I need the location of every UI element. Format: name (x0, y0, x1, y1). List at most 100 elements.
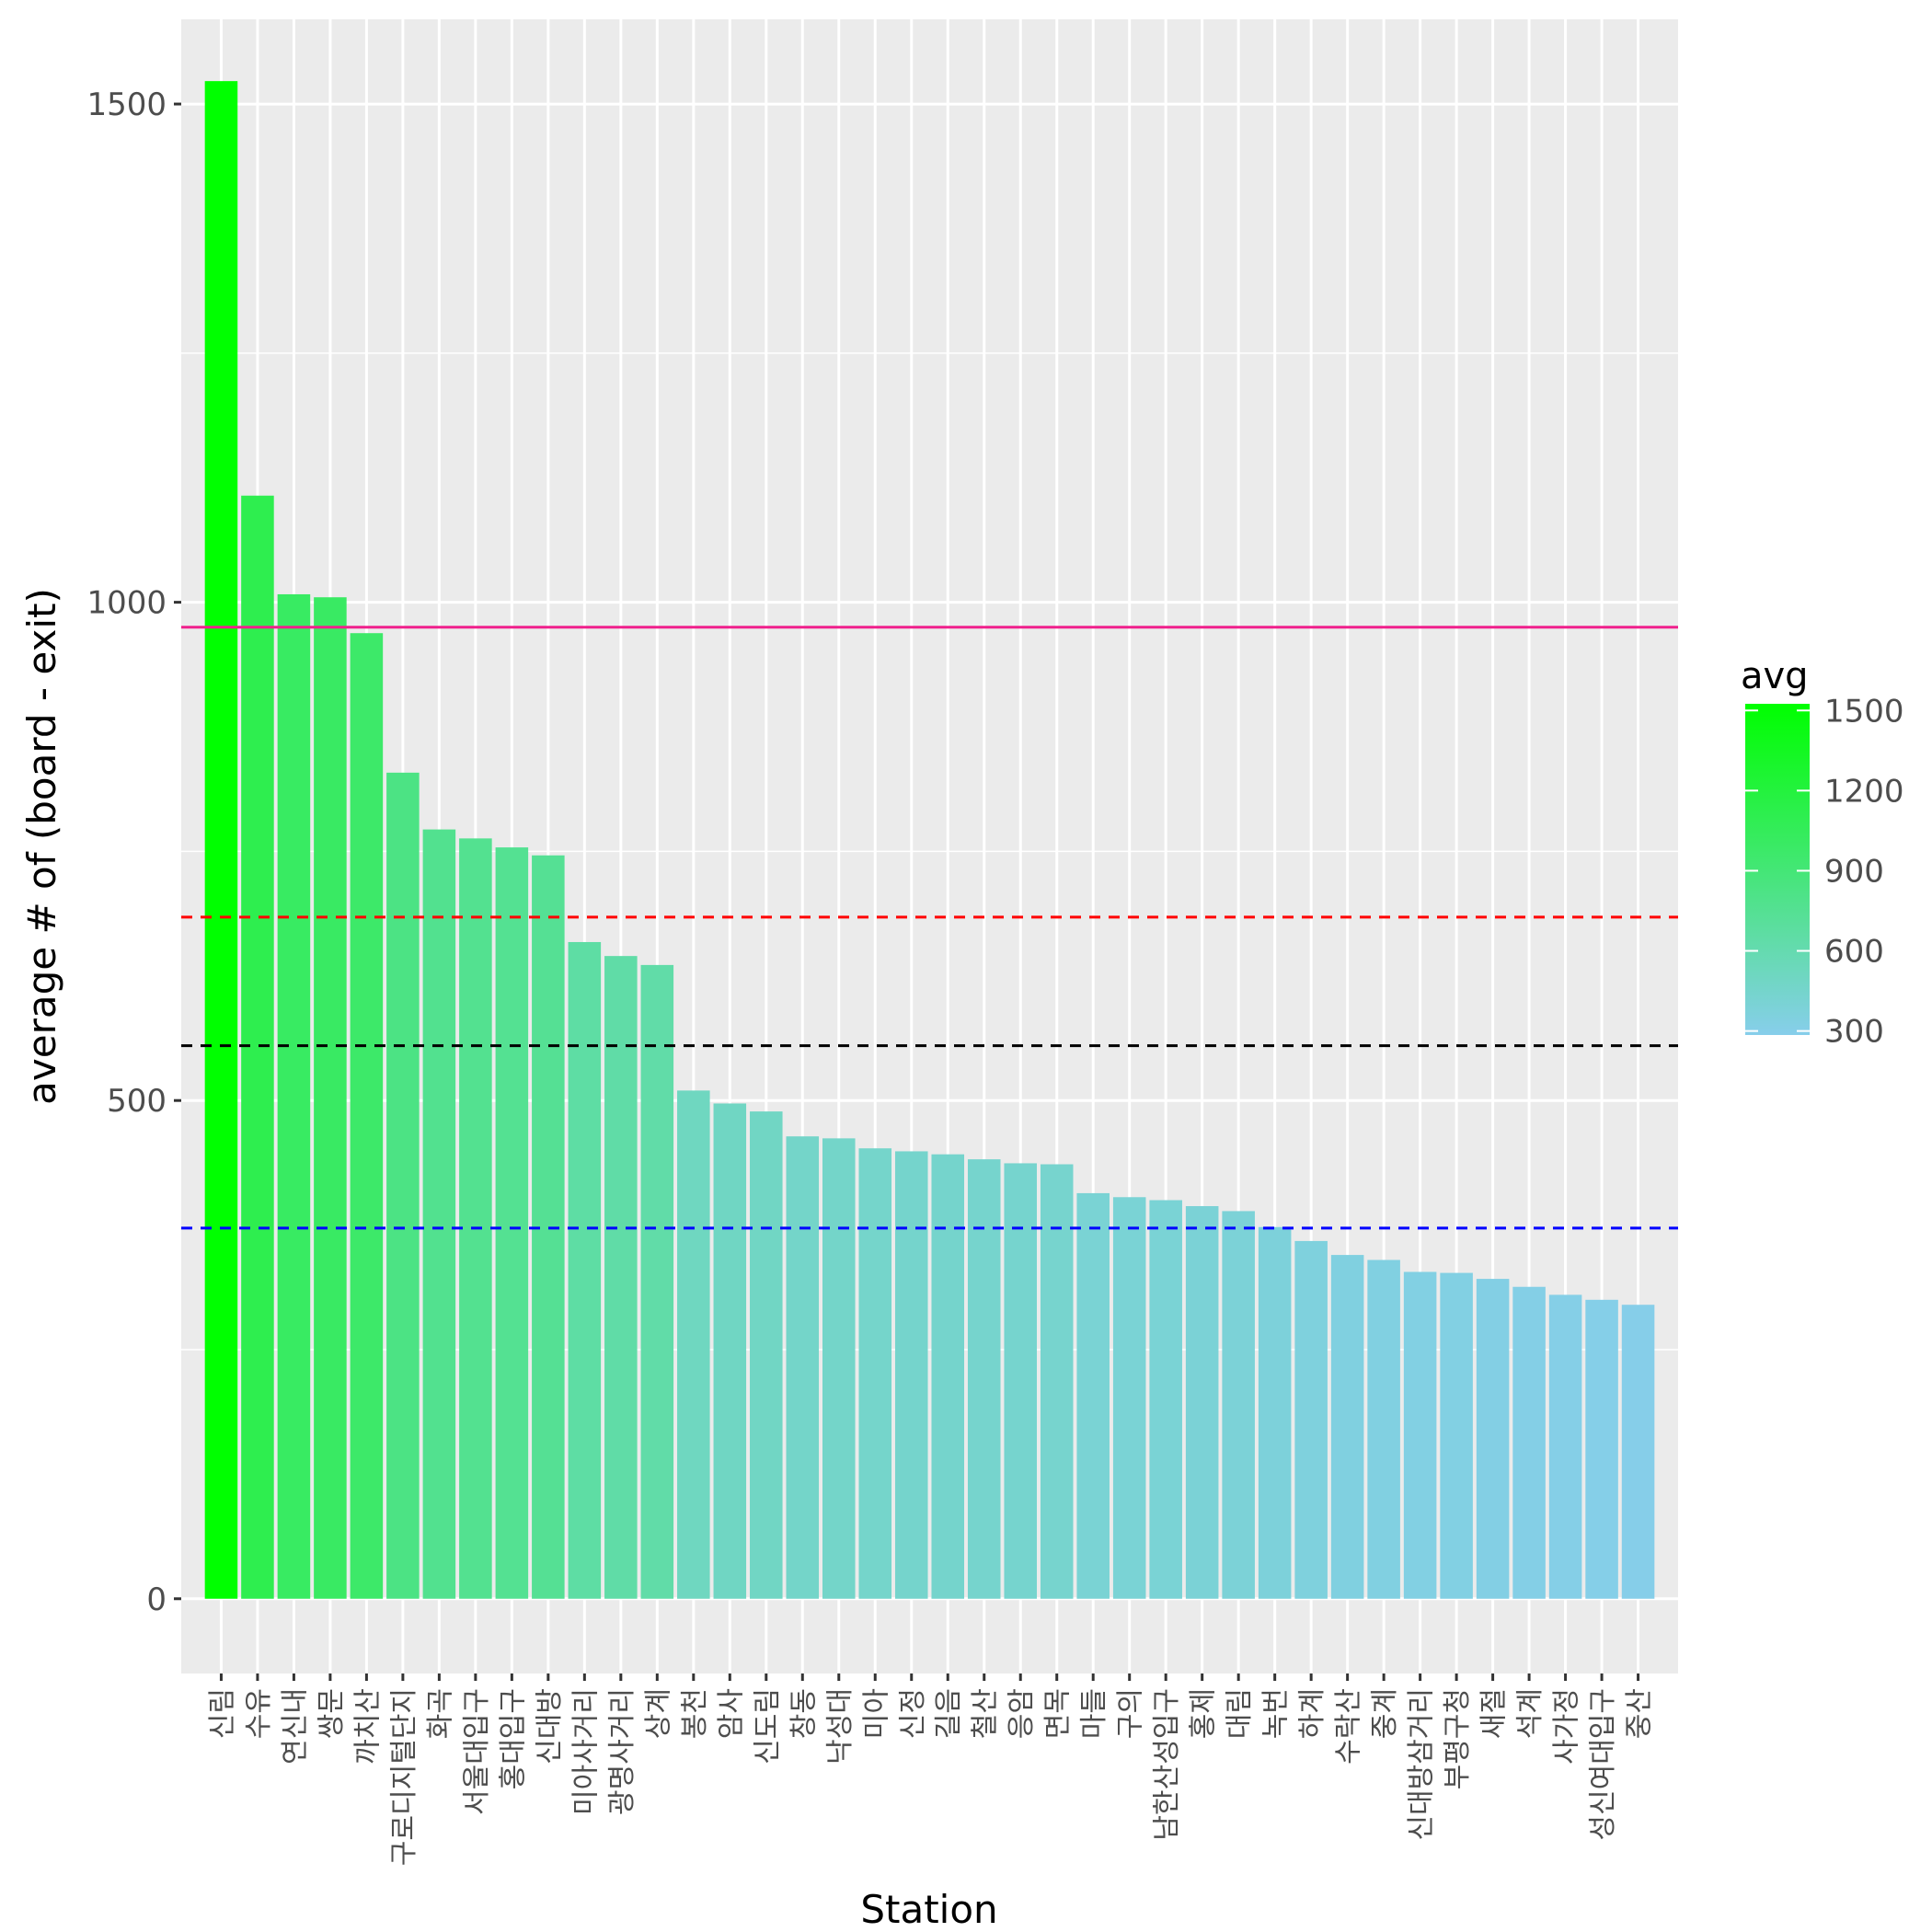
bar (1548, 1294, 1582, 1599)
bar (786, 1136, 820, 1599)
x-tick-label: 광명사거리 (606, 1688, 638, 1815)
bar (1149, 1200, 1182, 1599)
bar (350, 633, 384, 1599)
x-tick-label: 미아 (860, 1688, 892, 1739)
x-tick-label: 연신내 (279, 1688, 311, 1765)
x-tick-label: 홍대입구 (497, 1688, 529, 1789)
x-tick-label: 중산 (1624, 1688, 1656, 1739)
x-tick-label: 성신여대입구 (1587, 1688, 1619, 1841)
bar (1403, 1271, 1437, 1599)
bar (1040, 1164, 1074, 1599)
x-tick-label: 쌍문 (316, 1688, 348, 1739)
x-tick-label: 구의 (1115, 1688, 1147, 1739)
x-tick-label: 수락산 (1333, 1688, 1365, 1765)
bar (713, 1103, 747, 1599)
x-tick-label: 낙성대 (824, 1688, 857, 1765)
bar (1258, 1226, 1292, 1599)
bar (204, 81, 238, 1599)
bar (1585, 1299, 1618, 1599)
bar (1294, 1240, 1328, 1599)
x-tick-label: 서울대입구 (461, 1688, 493, 1815)
x-tick-label: 사가정 (1551, 1688, 1583, 1765)
bar (1330, 1255, 1364, 1599)
x-tick-label: 미아사거리 (569, 1688, 602, 1815)
x-tick-label: 신정 (897, 1688, 929, 1739)
x-tick-label: 상계 (642, 1688, 674, 1739)
x-tick-label: 응암 (1006, 1688, 1038, 1739)
x-tick-label: 화곡 (424, 1688, 456, 1739)
y-tick-label: 1500 (86, 86, 167, 123)
bar (967, 1159, 1001, 1599)
x-tick-label: 신도림 (752, 1688, 784, 1765)
bar (1076, 1192, 1110, 1599)
x-tick-label: 길음 (933, 1688, 965, 1739)
bar (931, 1154, 965, 1599)
x-tick-label: 중계 (1369, 1688, 1401, 1739)
y-axis: 0 500 1000 1500 (86, 86, 181, 1618)
bar (822, 1138, 856, 1599)
x-tick-label: 부평구청 (1442, 1688, 1474, 1789)
x-tick-label: 수유 (243, 1688, 275, 1739)
x-tick-label: 창동 (788, 1688, 820, 1739)
legend-ticks: 1500 1200 900 600 300 (1745, 693, 1904, 1051)
x-tick-label: 철산 (970, 1688, 1002, 1739)
bar (640, 964, 674, 1599)
bar (1222, 1211, 1255, 1599)
legend-tick-label: 1200 (1824, 773, 1904, 810)
reference-lines (181, 626, 1678, 1230)
x-tick-label: 하계 (1296, 1688, 1328, 1739)
y-tick-label: 500 (107, 1083, 167, 1120)
bar (495, 847, 529, 1599)
bar (1112, 1197, 1146, 1599)
x-tick-label: 암사 (715, 1688, 747, 1739)
bar (750, 1111, 783, 1599)
x-tick-label: 신림 (206, 1688, 238, 1739)
bar (1004, 1163, 1037, 1599)
bar (386, 772, 420, 1599)
bar (1440, 1272, 1473, 1599)
x-tick-label: 홍제 (1188, 1688, 1220, 1739)
x-axis-title: Station (860, 1887, 997, 1932)
bar (1185, 1206, 1219, 1599)
x-tick-label: 석계 (1514, 1688, 1547, 1739)
x-axis: 신림 수유 연신내 쌍문 까치산 구로디지털단지 화곡 서울대입구 홍대입구 신대방 미아사거리 광명… (206, 1673, 1656, 1866)
bar (1476, 1279, 1510, 1599)
x-tick-label: 남한산성입구 (1151, 1688, 1183, 1841)
x-tick-label: 신대방삼거리 (1406, 1688, 1438, 1841)
x-tick-label: 마들 (1078, 1688, 1110, 1739)
legend: avg 1500 1200 900 600 300 (1741, 655, 1904, 1051)
x-tick-label: 대림 (1224, 1688, 1256, 1739)
x-tick-label: 까치산 (351, 1688, 384, 1765)
bar (314, 597, 347, 1599)
legend-title: avg (1741, 655, 1809, 697)
bar (241, 495, 274, 1599)
bar (858, 1148, 892, 1599)
legend-colorbar (1745, 704, 1810, 1035)
bar (1512, 1286, 1546, 1599)
bar (604, 956, 638, 1599)
bar (677, 1090, 710, 1599)
y-tick-label: 0 (146, 1581, 167, 1618)
bar (277, 593, 311, 1599)
bar (1367, 1259, 1400, 1599)
y-tick-label: 1000 (86, 585, 167, 622)
bar (1621, 1305, 1655, 1599)
x-tick-label: 면목 (1042, 1688, 1075, 1739)
bar (568, 941, 602, 1599)
bar (894, 1151, 928, 1599)
x-tick-label: 봉천 (679, 1688, 711, 1739)
legend-tick-label: 900 (1824, 853, 1884, 890)
x-tick-label: 새절 (1478, 1688, 1511, 1739)
x-tick-label: 녹번 (1260, 1688, 1293, 1739)
legend-tick-label: 1500 (1824, 693, 1904, 730)
legend-tick-label: 300 (1824, 1014, 1884, 1051)
y-axis-title: average # of (board - exit) (19, 588, 64, 1105)
legend-tick-label: 600 (1824, 934, 1884, 971)
bar (459, 838, 492, 1599)
x-tick-label: 구로디지털단지 (388, 1688, 420, 1866)
x-tick-label: 신대방 (534, 1688, 566, 1765)
bar (422, 829, 456, 1599)
bars (204, 81, 1655, 1599)
